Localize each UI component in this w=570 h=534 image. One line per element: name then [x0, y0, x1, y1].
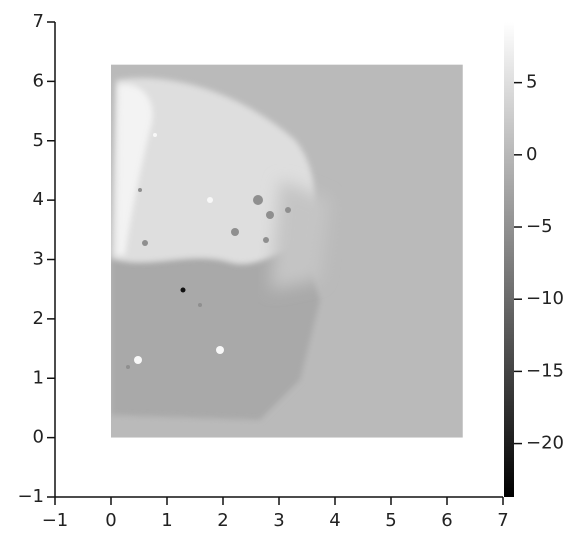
x-tick-label: 7 — [497, 510, 508, 531]
y-tick-label: 1 — [33, 367, 44, 388]
x-tick-label: 5 — [385, 510, 396, 531]
x-tick-label: 4 — [329, 510, 340, 531]
heatmap-field — [111, 65, 463, 438]
y-tick-label: 2 — [33, 308, 44, 329]
y-tick-label: 5 — [33, 130, 44, 151]
colorbar-tick-label: −10 — [526, 288, 564, 309]
colorbar-tick-label: −15 — [526, 360, 564, 381]
colorbar-tick-label: −20 — [526, 433, 564, 454]
colorbar-tick-label: 0 — [526, 144, 537, 165]
x-tick-label: 0 — [105, 510, 116, 531]
x-tick-label: 3 — [273, 510, 284, 531]
y-tick-label: −1 — [17, 486, 44, 507]
x-tick-label: −1 — [42, 510, 69, 531]
colorbar — [504, 22, 514, 497]
y-tick-label: 6 — [33, 70, 44, 91]
colorbar-tick-label: 5 — [526, 72, 537, 93]
x-tick-label: 1 — [161, 510, 172, 531]
y-tick-label: 4 — [33, 189, 44, 210]
x-tick-label: 2 — [217, 510, 228, 531]
y-tick-label: 3 — [33, 249, 44, 270]
y-tick-label: 0 — [33, 427, 44, 448]
chart: −101234567−10123456750−5−10−15−20 — [0, 0, 570, 534]
y-tick-label: 7 — [33, 11, 44, 32]
colorbar-tick-label: −5 — [526, 216, 553, 237]
x-tick-label: 6 — [441, 510, 452, 531]
